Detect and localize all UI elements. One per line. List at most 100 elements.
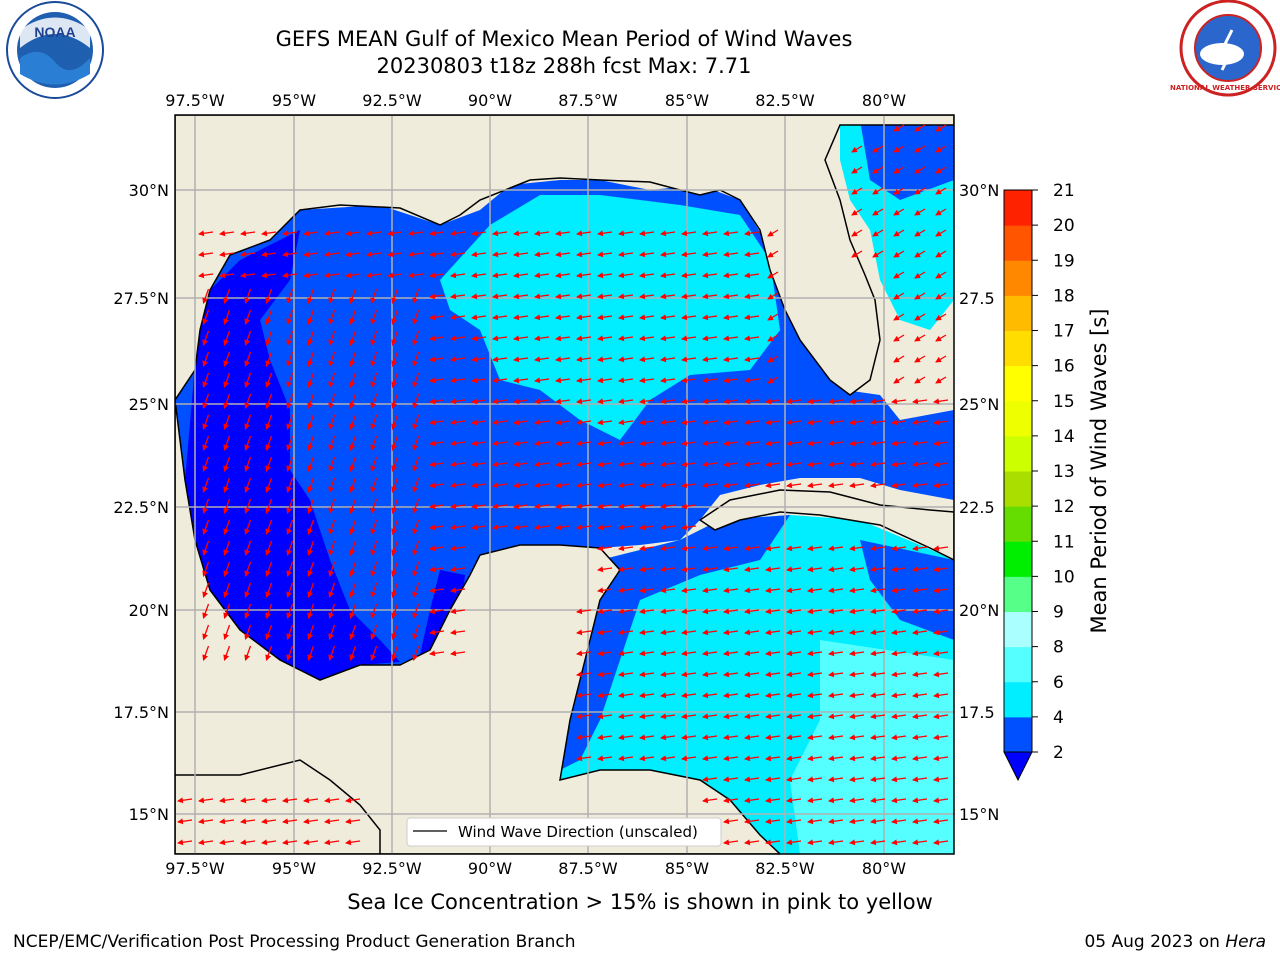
direction-arrow xyxy=(202,372,210,388)
direction-arrow xyxy=(702,335,718,342)
direction-arrow xyxy=(177,839,193,846)
direction-arrow xyxy=(765,797,781,804)
direction-arrow xyxy=(576,671,592,678)
direction-arrow xyxy=(223,519,231,535)
direction-arrow xyxy=(391,435,399,451)
direction-arrow xyxy=(639,713,655,720)
direction-arrow xyxy=(765,629,781,636)
direction-arrow xyxy=(412,309,420,325)
direction-arrow xyxy=(286,456,294,472)
direction-arrow xyxy=(597,545,613,552)
direction-arrow xyxy=(618,545,634,552)
direction-arrow xyxy=(286,645,294,661)
direction-arrow xyxy=(202,582,210,598)
colorbar-band xyxy=(1004,295,1032,331)
direction-arrow xyxy=(681,230,697,237)
direction-arrow xyxy=(828,461,844,468)
colorbar-band xyxy=(1004,400,1032,437)
direction-arrow xyxy=(767,271,779,279)
direction-arrow xyxy=(935,355,947,363)
direction-arrow xyxy=(450,587,466,594)
direction-arrow xyxy=(893,271,905,279)
direction-arrow xyxy=(618,272,634,279)
direction-arrow xyxy=(597,251,613,258)
colorbar-tick-label: 6 xyxy=(1053,673,1064,693)
colorbar-band xyxy=(1004,365,1032,402)
direction-arrow xyxy=(513,293,529,300)
direction-arrow xyxy=(576,335,592,342)
direction-arrow xyxy=(914,334,926,342)
colorbar-band xyxy=(1004,646,1032,683)
direction-arrow xyxy=(513,440,529,447)
direction-arrow xyxy=(681,713,697,720)
direction-arrow xyxy=(597,461,613,468)
direction-arrow xyxy=(286,519,294,535)
direction-arrow xyxy=(912,587,928,594)
direction-arrow xyxy=(849,650,865,657)
direction-arrow xyxy=(576,734,592,741)
direction-arrow xyxy=(366,251,382,258)
direction-arrow xyxy=(345,839,361,846)
direction-arrow xyxy=(471,251,487,258)
direction-arrow xyxy=(914,208,926,216)
direction-arrow xyxy=(870,545,886,552)
colorbar-tick-label: 8 xyxy=(1053,638,1064,658)
direction-arrow xyxy=(681,608,697,615)
direction-arrow xyxy=(324,818,340,825)
direction-arrow xyxy=(412,414,420,430)
direction-arrow xyxy=(660,293,676,300)
direction-arrow xyxy=(639,671,655,678)
direction-arrow xyxy=(408,272,424,279)
direction-arrow xyxy=(597,608,613,615)
direction-arrow xyxy=(555,440,571,447)
sea-ice-note: Sea Ice Concentration > 15% is shown in … xyxy=(347,890,933,914)
direction-arrow xyxy=(349,393,357,409)
direction-arrow xyxy=(702,482,718,489)
direction-arrow xyxy=(851,187,863,195)
direction-arrow xyxy=(914,166,926,174)
direction-arrow xyxy=(349,456,357,472)
direction-arrow xyxy=(744,314,760,321)
direction-arrow xyxy=(513,419,529,426)
direction-arrow xyxy=(286,498,294,514)
direction-arrow xyxy=(450,629,466,636)
direction-arrow xyxy=(471,335,487,342)
direction-arrow xyxy=(328,645,336,661)
direction-arrow xyxy=(912,419,928,426)
direction-arrow xyxy=(891,608,907,615)
direction-arrow xyxy=(618,398,634,405)
direction-arrow xyxy=(307,624,315,640)
direction-arrow xyxy=(286,414,294,430)
colorbar-tick-label: 9 xyxy=(1053,603,1064,623)
direction-arrow xyxy=(349,309,357,325)
direction-arrow xyxy=(412,645,420,661)
direction-arrow xyxy=(370,372,378,388)
direction-arrow xyxy=(807,797,823,804)
direction-arrow xyxy=(872,250,884,258)
direction-arrow xyxy=(639,734,655,741)
direction-arrow xyxy=(893,187,905,195)
direction-arrow xyxy=(223,582,231,598)
direction-arrow xyxy=(744,797,760,804)
direction-arrow xyxy=(618,650,634,657)
direction-arrow xyxy=(744,734,760,741)
direction-arrow xyxy=(223,288,231,304)
direction-arrow xyxy=(744,251,760,258)
direction-arrow xyxy=(370,540,378,556)
direction-arrow xyxy=(202,519,210,535)
direction-arrow xyxy=(450,230,466,237)
direction-arrow xyxy=(933,629,949,636)
lon-tick: 90°W xyxy=(468,91,512,110)
direction-arrow xyxy=(429,356,445,363)
direction-arrow xyxy=(744,482,760,489)
direction-arrow xyxy=(807,398,823,405)
direction-arrow xyxy=(370,414,378,430)
direction-arrow xyxy=(391,582,399,598)
direction-arrow xyxy=(702,230,718,237)
direction-arrow xyxy=(702,755,718,762)
direction-arrow xyxy=(471,524,487,531)
lat-tick: 22.5°N xyxy=(113,498,169,517)
direction-arrow xyxy=(893,166,905,174)
mexico-central-america xyxy=(175,399,782,854)
direction-arrow xyxy=(681,314,697,321)
